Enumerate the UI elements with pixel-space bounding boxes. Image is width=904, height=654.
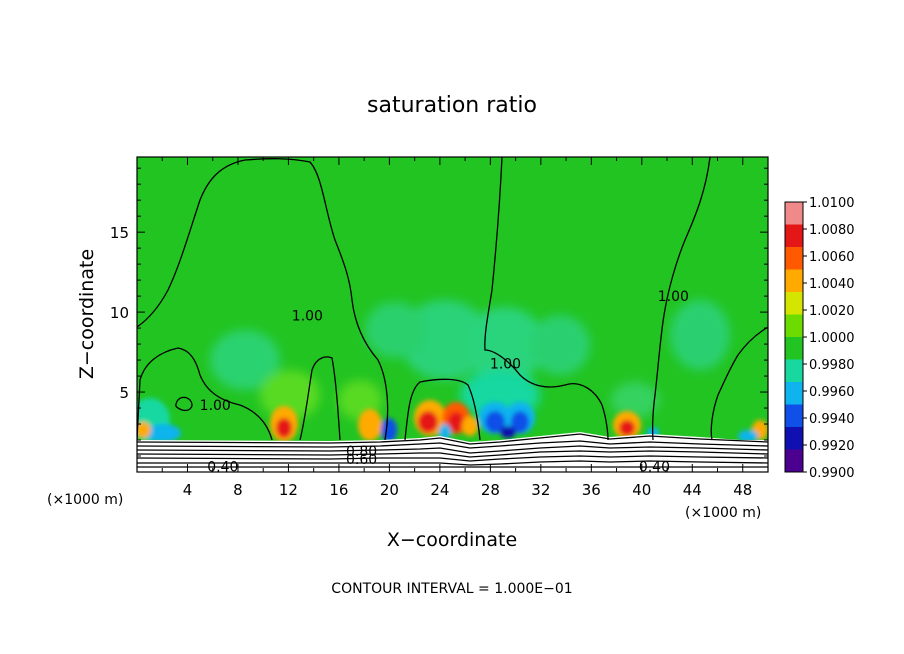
field-patch xyxy=(511,411,529,433)
contour-line xyxy=(484,157,609,441)
field-patch xyxy=(485,411,505,433)
y-axis: 5 10 15 xyxy=(110,167,768,457)
colorbar: 1.0100 1.0080 1.0060 1.0040 1.0020 1.0000 0.99… xyxy=(784,196,855,481)
field-patch xyxy=(365,302,425,358)
contour-label: 0.40 xyxy=(207,459,238,475)
contour-line xyxy=(299,356,341,441)
field-patch xyxy=(137,422,151,438)
y-tick-label: 15 xyxy=(110,224,129,242)
contour-label: 0.40 xyxy=(639,459,670,475)
x-tick-label: 24 xyxy=(430,481,449,499)
contour-line xyxy=(137,445,768,454)
contour-labels: 1.00 1.00 1.00 1.00 0.800.60 0.40 0.40 xyxy=(200,289,689,475)
x-unit-label-left: (×1000 m) xyxy=(47,492,123,508)
x-axis: 4 8 12 16 20 24 28 32 36 40 44 48 xyxy=(161,157,752,499)
x-tick-label: 4 xyxy=(183,481,193,499)
field-patch xyxy=(418,411,438,433)
colorbar-label: 0.9920 xyxy=(809,439,855,454)
contour-label: 1.00 xyxy=(292,308,323,324)
x-tick-label: 48 xyxy=(733,481,752,499)
colorbar-label: 0.9960 xyxy=(809,385,855,400)
contour-line xyxy=(137,455,768,462)
colorbar-segment xyxy=(785,292,803,315)
plot-frame xyxy=(136,156,769,473)
field-patch xyxy=(210,330,280,390)
x-unit-label-right: (×1000 m) xyxy=(685,505,761,521)
contour-line xyxy=(651,157,711,441)
colorbar-label: 1.0000 xyxy=(809,331,855,346)
x-tick-label: 36 xyxy=(582,481,601,499)
field-patch xyxy=(738,430,758,442)
field-patch xyxy=(260,370,320,420)
field-anomalies xyxy=(210,300,730,420)
contour-line xyxy=(404,378,481,441)
contour-label: 0.60 xyxy=(346,452,377,468)
x-tick-label: 28 xyxy=(481,481,500,499)
contour-label: 1.00 xyxy=(658,289,689,305)
x-tick-label: 32 xyxy=(531,481,550,499)
contour-interval-note: CONTOUR INTERVAL = 1.000E−01 xyxy=(331,581,572,597)
x-tick-label: 16 xyxy=(329,481,348,499)
colorbar-segment xyxy=(785,314,803,338)
field-patch xyxy=(465,307,545,383)
x-tick-label: 20 xyxy=(380,481,399,499)
colorbar-label: 0.9940 xyxy=(809,412,855,427)
field-patch xyxy=(619,420,635,436)
field-patch xyxy=(670,300,730,370)
x-tick-label: 8 xyxy=(233,481,243,499)
field-patch xyxy=(145,424,181,442)
colorbar-segment xyxy=(785,359,803,383)
colorbar-segment xyxy=(785,337,803,360)
field-patch xyxy=(500,426,516,438)
field-patch xyxy=(530,315,590,375)
field-extrema xyxy=(137,398,768,442)
contour-line xyxy=(137,347,273,441)
y-tick-label: 5 xyxy=(119,384,129,402)
field-patch xyxy=(276,418,292,438)
contour-label: 1.00 xyxy=(490,356,521,372)
contour-line xyxy=(137,450,768,458)
contour-label: 0.80 xyxy=(346,444,377,460)
plot-area: 1.00 1.00 1.00 1.00 0.800.60 0.40 0.40 xyxy=(137,157,768,475)
contour-line xyxy=(137,460,768,466)
colorbar-label: 1.0060 xyxy=(809,250,855,265)
x-tick-label: 12 xyxy=(279,481,298,499)
colorbar-segment xyxy=(785,269,803,293)
field-patch xyxy=(611,382,659,418)
field-patch xyxy=(462,416,478,436)
colorbar-label: 0.9900 xyxy=(809,466,855,481)
contour-line xyxy=(137,158,389,441)
contour-line xyxy=(137,433,768,445)
x-tick-label: 44 xyxy=(683,481,702,499)
contour-lines xyxy=(137,157,768,468)
colorbar-segment xyxy=(785,202,803,225)
colorbar-segment xyxy=(785,382,803,405)
x-tick-label: 40 xyxy=(632,481,651,499)
colorbar-label: 1.0080 xyxy=(809,223,855,238)
colorbar-segment xyxy=(785,224,803,248)
colorbar-segment xyxy=(785,247,803,270)
colorbar-segment xyxy=(785,449,803,473)
colorbar-segment xyxy=(785,427,803,450)
y-tick-label: 10 xyxy=(110,304,129,322)
colorbar-label: 0.9980 xyxy=(809,358,855,373)
contour-line xyxy=(175,396,193,412)
y-axis-label: Z−coordinate xyxy=(76,249,98,379)
colorbar-label: 1.0020 xyxy=(809,304,855,319)
chart-title: saturation ratio xyxy=(367,93,537,118)
contour-label: 1.00 xyxy=(200,398,231,414)
x-axis-label: X−coordinate xyxy=(387,529,517,551)
colorbar-segment xyxy=(785,404,803,428)
field-patch xyxy=(358,409,382,441)
contour-line xyxy=(137,440,768,449)
field-patch xyxy=(448,412,464,432)
field-patch xyxy=(381,418,397,442)
contour-line xyxy=(710,326,768,441)
field-patch xyxy=(439,424,451,440)
colorbar-label: 1.0040 xyxy=(809,277,855,292)
colorbar-label: 1.0100 xyxy=(809,196,855,211)
